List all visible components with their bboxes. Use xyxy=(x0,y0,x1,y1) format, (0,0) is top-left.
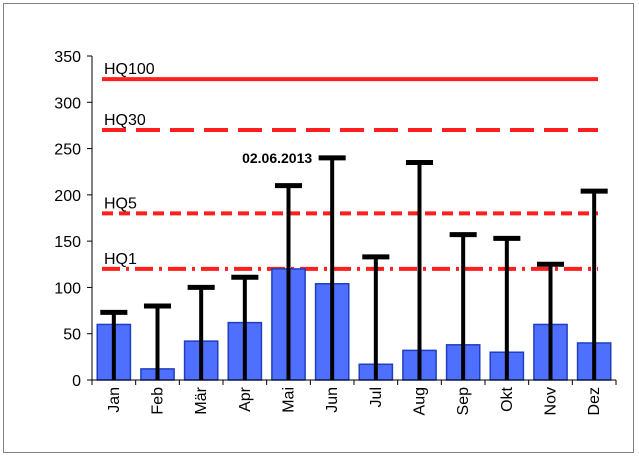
y-tick-label-350: 350 xyxy=(54,49,81,66)
y-tick-label-100: 100 xyxy=(54,280,81,297)
y-tick-label-250: 250 xyxy=(54,142,81,159)
x-tick-label-m-r: Mär xyxy=(193,386,210,414)
x-tick-label-nov: Nov xyxy=(543,387,560,415)
x-tick-label-mai: Mai xyxy=(281,387,298,413)
x-tick-label-jul: Jul xyxy=(368,387,385,407)
reference-line-label-hq100: HQ100 xyxy=(104,61,155,78)
x-tick-label-jan: Jan xyxy=(106,387,123,413)
reference-line-label-hq30: HQ30 xyxy=(104,112,146,129)
y-tick-label-0: 0 xyxy=(72,373,81,390)
y-tick-label-200: 200 xyxy=(54,188,81,205)
max-markers-layer xyxy=(100,155,608,380)
axes-layer xyxy=(87,55,617,385)
x-tick-label-dez: Dez xyxy=(586,387,603,415)
bars-layer xyxy=(96,268,612,381)
x-tick-label-okt: Okt xyxy=(499,386,516,411)
x-tick-label-feb: Feb xyxy=(150,387,167,415)
y-tick-label-150: 150 xyxy=(54,234,81,251)
annotation-02-06-2013: 02.06.2013 xyxy=(242,150,312,166)
labels-layer: 0 50 100 150 200 250 300 350 Jan Feb Mär Apr Mai Jun J… xyxy=(54,49,603,415)
y-tick-label-50: 50 xyxy=(63,327,81,344)
reference-line-label-hq5: HQ5 xyxy=(104,195,137,212)
reference-lines-layer: HQ100 HQ30 HQ5 HQ1 xyxy=(102,61,598,271)
x-tick-label-jun: Jun xyxy=(324,387,341,413)
x-tick-label-aug: Aug xyxy=(412,387,429,415)
x-tick-label-sep: Sep xyxy=(455,387,472,416)
x-tick-label-apr: Apr xyxy=(237,386,254,412)
reference-line-label-hq1: HQ1 xyxy=(104,251,137,268)
y-tick-label-300: 300 xyxy=(54,95,81,112)
